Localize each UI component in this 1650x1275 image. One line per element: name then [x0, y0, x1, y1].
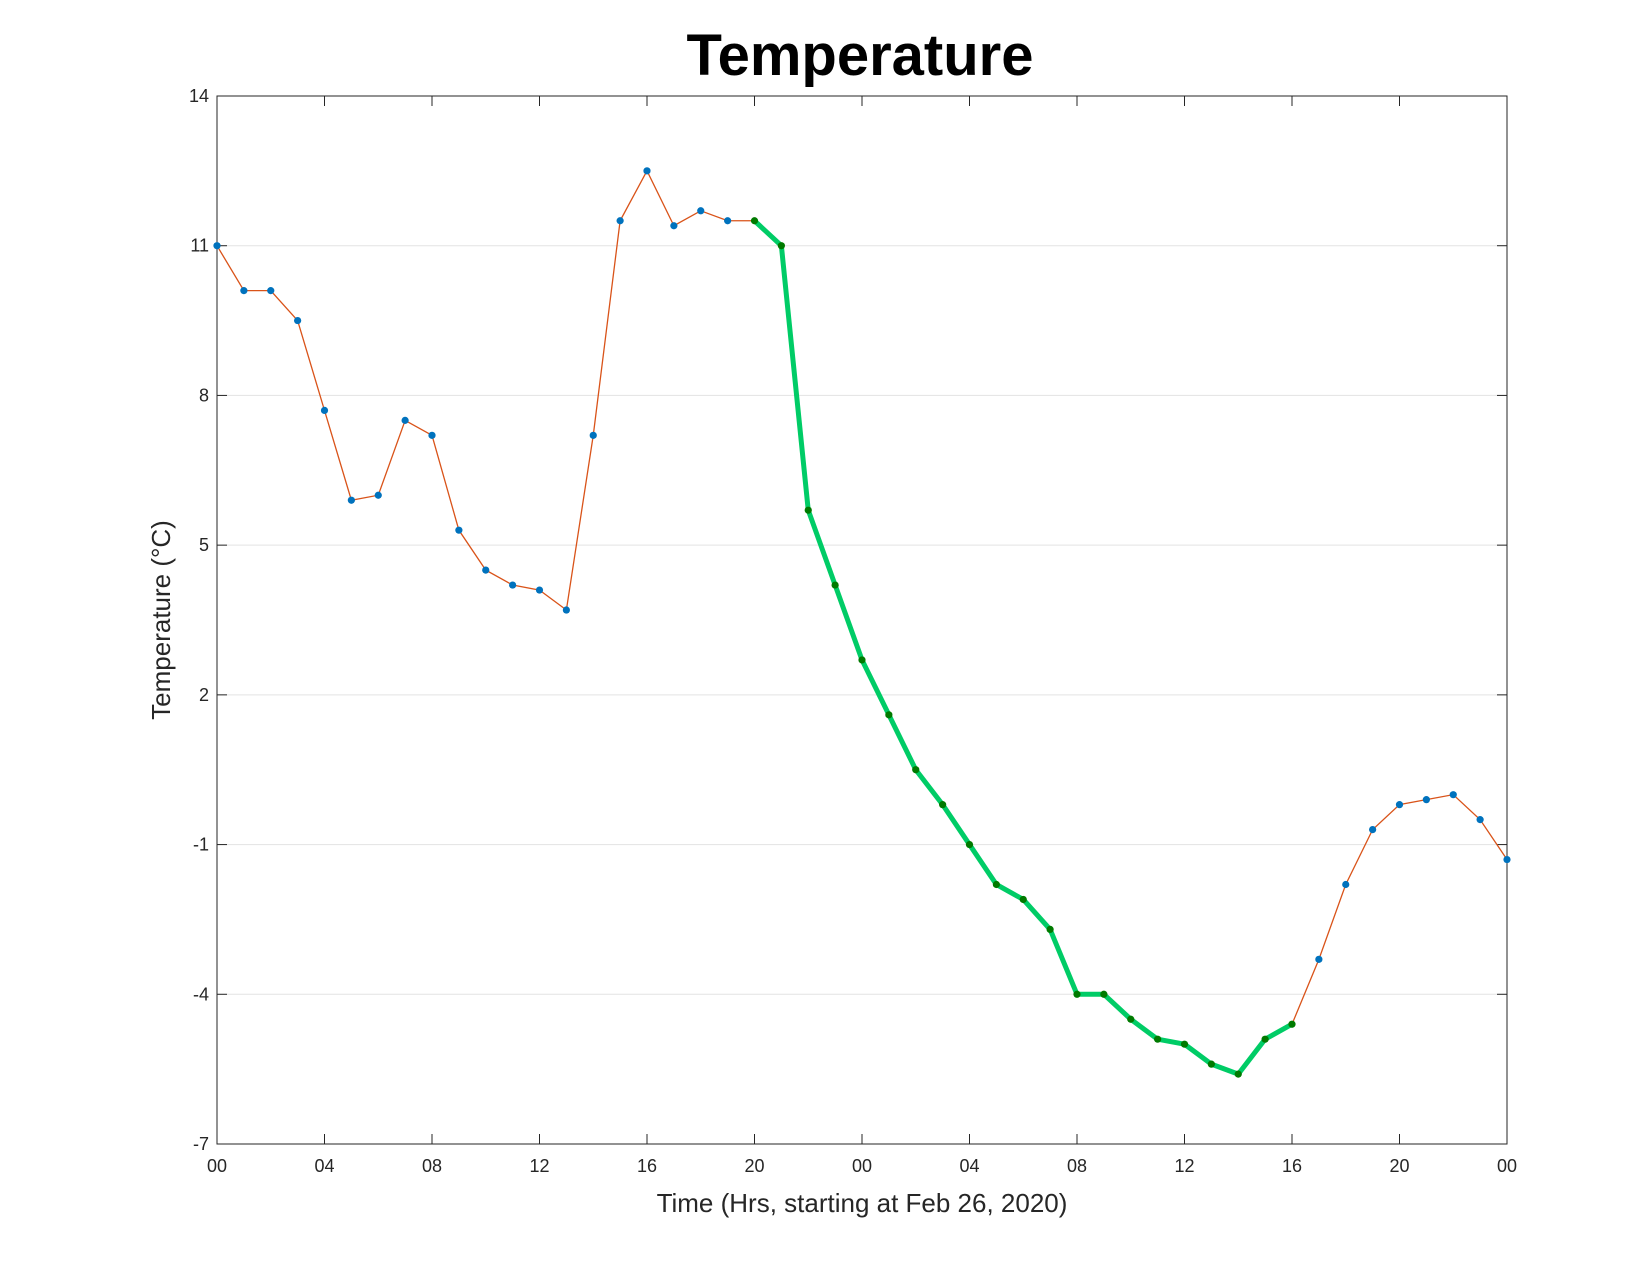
- highlight-point: [1046, 925, 1054, 934]
- data-point: [589, 431, 597, 439]
- highlight-point: [1100, 990, 1108, 998]
- x-tick-label: 16: [1282, 1156, 1302, 1176]
- highlight-point: [992, 880, 1000, 889]
- data-point: [428, 431, 436, 439]
- data-point: [482, 566, 490, 574]
- data-point: [294, 316, 302, 325]
- data-series: [213, 167, 1511, 1078]
- data-point: [347, 496, 355, 504]
- highlight-line: [752, 218, 1294, 1077]
- highlight-point: [1019, 895, 1027, 904]
- data-point: [724, 217, 732, 225]
- highlight-point: [1180, 1040, 1189, 1048]
- x-tick-label: 00: [852, 1156, 872, 1176]
- data-point: [1449, 791, 1457, 799]
- highlight-point: [1234, 1070, 1242, 1078]
- data-point: [320, 406, 329, 414]
- x-tick-label: 20: [744, 1156, 764, 1176]
- data-point: [616, 217, 624, 225]
- data-point: [213, 242, 221, 250]
- highlight-point: [777, 242, 785, 250]
- highlight-point: [1207, 1060, 1215, 1068]
- grid-lines: [217, 245, 1507, 995]
- x-tick-label: 04: [314, 1156, 334, 1176]
- x-tick-label: 08: [1067, 1156, 1087, 1176]
- plot-frame: [216, 95, 1508, 1145]
- data-point: [535, 586, 544, 594]
- highlight-point: [1127, 1015, 1135, 1023]
- y-tick-label: 11: [190, 236, 209, 256]
- x-tick-label: 16: [637, 1156, 657, 1176]
- data-point: [1503, 855, 1511, 864]
- x-tick-label: 00: [207, 1156, 227, 1176]
- highlight-point: [1154, 1035, 1162, 1043]
- data-point: [562, 606, 570, 614]
- data-point: [240, 287, 248, 295]
- data-point: [1395, 801, 1404, 809]
- data-point: [267, 287, 275, 295]
- data-point: [1315, 955, 1323, 963]
- axis-ticks: -7 -4 -1 2 5 8 11 14 00 04 08 12 16 20 00 04 08 12 16 20 00: [189, 86, 1517, 1176]
- y-tick-label: 2: [199, 685, 209, 705]
- highlight-point: [885, 711, 893, 719]
- y-tick-label: 5: [199, 535, 209, 555]
- data-point: [697, 207, 705, 215]
- y-tick-label: -7: [193, 1134, 209, 1154]
- x-axis-label: Time (Hrs, starting at Feb 26, 2020): [657, 1188, 1068, 1218]
- x-tick-label: 04: [959, 1156, 979, 1176]
- x-tick-label: 12: [529, 1156, 549, 1176]
- data-point: [670, 222, 678, 230]
- data-point: [643, 167, 651, 175]
- x-tick-label: 12: [1174, 1156, 1194, 1176]
- series-line: [216, 169, 1508, 1075]
- highlight-point: [750, 217, 759, 225]
- highlight-point: [1073, 990, 1081, 998]
- highlight-point: [965, 840, 974, 849]
- x-tick-label: 20: [1389, 1156, 1409, 1176]
- highlight-point: [831, 581, 839, 589]
- highlight-point: [804, 506, 812, 514]
- data-point: [1342, 880, 1350, 889]
- x-tick-label: 00: [1497, 1156, 1517, 1176]
- highlight-point: [1261, 1035, 1269, 1043]
- highlight-point: [939, 801, 947, 809]
- y-tick-label: -1: [193, 835, 209, 855]
- y-tick-label: -4: [193, 984, 209, 1004]
- data-point: [1476, 816, 1484, 824]
- data-point: [455, 526, 463, 534]
- data-point: [401, 416, 409, 424]
- x-tick-label: 08: [422, 1156, 442, 1176]
- y-tick-label: 8: [199, 385, 209, 405]
- highlight-point: [858, 656, 866, 664]
- highlight-point: [1288, 1020, 1296, 1028]
- data-point: [1422, 796, 1430, 804]
- y-axis-label: Temperature (°C): [146, 520, 176, 720]
- data-point: [1369, 826, 1377, 834]
- highlight-point: [912, 766, 920, 774]
- y-tick-label: 14: [189, 86, 209, 106]
- data-point: [374, 491, 382, 499]
- data-point: [509, 581, 517, 589]
- chart-title: Temperature: [686, 23, 1033, 88]
